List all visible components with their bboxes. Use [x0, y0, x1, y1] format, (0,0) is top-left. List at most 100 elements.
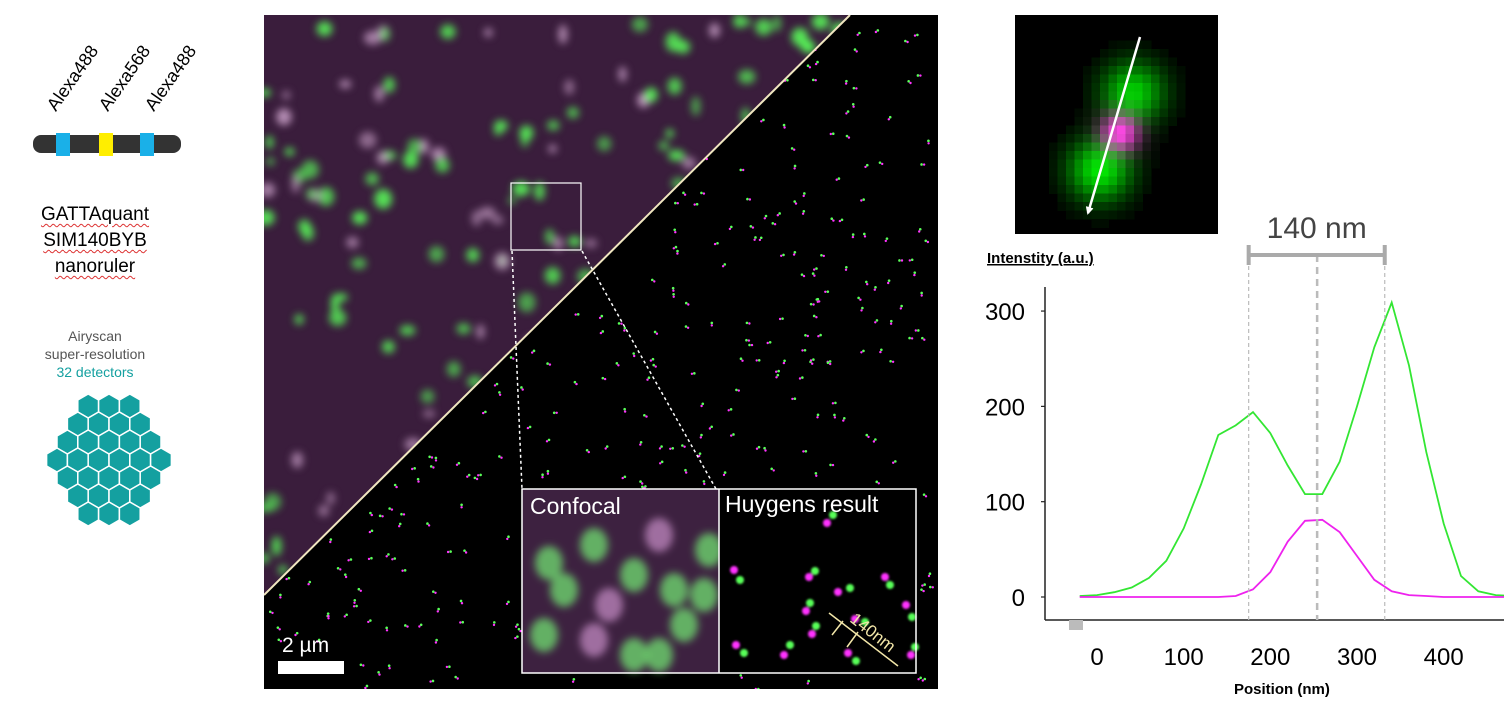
huygens-spot: [794, 202, 798, 205]
huygens-spot: [760, 120, 763, 123]
huygens-spot: [369, 619, 372, 622]
inset-huygens-spot: [805, 573, 813, 581]
huygens-spot: [514, 625, 518, 628]
inset-huygens-spot: [732, 641, 740, 649]
confocal-spot: [407, 138, 422, 155]
huygens-spot: [872, 440, 876, 443]
confocal-spot: [733, 15, 744, 29]
huygens-spot: [813, 268, 816, 271]
huygens-spot: [898, 259, 901, 262]
psf-pixel: [1176, 108, 1186, 118]
huygens-spot: [739, 168, 743, 172]
confocal-spot: [422, 409, 436, 418]
inset-confocal-spot: [645, 518, 673, 552]
psf-pixel: [1134, 108, 1143, 118]
huygens-spot: [398, 525, 401, 528]
psf-pixel: [1074, 117, 1084, 126]
huygens-spot: [852, 86, 856, 90]
confocal-spot: [440, 24, 456, 39]
psf-pixel: [1066, 210, 1075, 220]
psf-pixel: [1100, 117, 1109, 126]
huygens-spot: [811, 362, 814, 365]
huygens-spot: [411, 467, 414, 471]
psf-pixel: [1125, 185, 1135, 194]
psf-pixel: [1142, 74, 1152, 84]
huygens-spot: [506, 537, 509, 541]
psf-pixel: [1108, 100, 1118, 109]
inset-confocal-spot: [530, 618, 558, 652]
huygens-spot: [587, 450, 590, 454]
huygens-spot: [845, 112, 848, 115]
huygens-spot: [835, 178, 838, 181]
huygens-spot: [748, 322, 751, 325]
zoom-inset: Confocal Huygens result 140nm: [521, 488, 919, 674]
psf-pixel: [1117, 142, 1126, 152]
psf-pixel: [1142, 176, 1152, 186]
huygens-spot: [693, 203, 696, 206]
confocal-spot: [772, 15, 782, 32]
huygens-spot: [924, 239, 928, 243]
huygens-spot: [814, 472, 818, 475]
psf-pixel: [1159, 74, 1169, 84]
psf-pixel: [1100, 100, 1109, 109]
huygens-spot: [605, 445, 609, 448]
psf-pixel: [1168, 83, 1177, 92]
huygens-spot: [881, 162, 884, 166]
huygens-spot: [891, 360, 895, 363]
huygens-spot: [355, 604, 358, 608]
huygens-spot: [517, 627, 521, 631]
huygens-spot: [802, 209, 806, 213]
confocal-spot: [291, 451, 304, 469]
confocal-spot: [420, 389, 435, 404]
psf-pixel: [1134, 57, 1143, 67]
huygens-spot: [546, 469, 550, 473]
huygens-spot: [463, 549, 466, 552]
huygens-spot: [773, 223, 777, 226]
huygens-spot: [378, 673, 381, 676]
huygens-spot: [686, 326, 690, 329]
huygens-spot: [271, 611, 274, 615]
huygens-spot: [907, 79, 910, 83]
confocal-spot: [665, 31, 681, 52]
huygens-spot: [889, 319, 893, 323]
inset-huygens-spot: [902, 601, 910, 609]
huygens-spot: [851, 102, 855, 106]
airyscan-detector-array: [45, 393, 173, 527]
psf-pixel: [1074, 151, 1084, 160]
huygens-spot: [684, 301, 688, 305]
huygens-spot: [339, 568, 342, 571]
huygens-spot: [512, 357, 515, 360]
huygens-spot: [801, 212, 805, 215]
huygens-spot: [645, 415, 648, 418]
psf-pixel: [1125, 40, 1135, 50]
huygens-spot: [826, 361, 830, 365]
huygens-spot: [908, 259, 911, 262]
huygens-spot: [772, 469, 775, 472]
psf-pixel: [1100, 134, 1109, 143]
huygens-spot: [387, 664, 391, 668]
psf-pixel: [1168, 100, 1177, 109]
confocal-spot: [491, 215, 504, 225]
huygens-spot: [822, 254, 825, 258]
huygens-spot: [681, 444, 684, 447]
huygens-spot: [552, 411, 556, 415]
huygens-spot: [359, 663, 363, 667]
huygens-spot: [775, 370, 778, 373]
huygens-spot: [855, 87, 858, 90]
huygens-spot: [899, 307, 902, 310]
huygens-spot: [460, 506, 463, 509]
annotation-label: 140 nm: [1267, 212, 1367, 245]
huygens-spot: [806, 682, 809, 685]
inset-confocal-spot: [645, 638, 673, 672]
huygens-spot: [873, 288, 876, 291]
psf-pixel: [1159, 49, 1169, 58]
huygens-spot: [699, 436, 702, 439]
psf-pixel: [1151, 134, 1160, 143]
series-line-1: [1079, 299, 1504, 597]
sample-line-2: SIM140BYB: [43, 230, 147, 251]
psf-pixel: [1134, 159, 1143, 169]
huygens-spot: [892, 461, 895, 464]
psf-pixel: [1057, 176, 1067, 186]
inset-huygens-spot: [852, 657, 860, 665]
huygens-spot: [855, 50, 858, 53]
